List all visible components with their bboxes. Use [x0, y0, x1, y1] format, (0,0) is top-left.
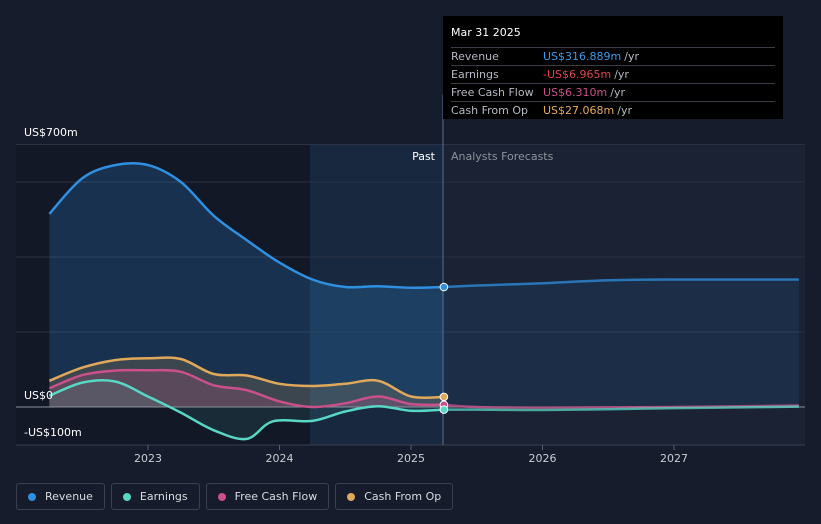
legend-label: Earnings [139, 490, 188, 503]
x-tick-label: 2027 [660, 452, 688, 465]
earnings-marker[interactable] [439, 405, 449, 414]
forecast-region-background [443, 145, 805, 445]
cash-from-op-marker[interactable] [439, 392, 449, 402]
free-cash-flow-line [48, 368, 444, 409]
tooltip-value: US$6.310m [543, 86, 608, 99]
tooltip: Mar 31 2025 Revenue US$316.889m /yr Earn… [443, 16, 783, 119]
x-axis-ticks: 2023 2024 2025 2026 2027 [134, 445, 688, 465]
legend-label: Revenue [45, 490, 93, 503]
revenue-line [48, 161, 444, 290]
cash-from-op-line [48, 356, 444, 400]
x-tick-label: 2023 [134, 452, 162, 465]
y-tick-label-top: US$700m [24, 126, 78, 139]
free-cash-flow-dot-icon [217, 492, 226, 501]
y-tick-label-zero: US$0 [24, 389, 53, 402]
tooltip-unit: /yr [617, 104, 632, 117]
earnings-forecast-line [443, 405, 799, 412]
tooltip-unit: /yr [610, 86, 625, 99]
revenue-marker[interactable] [439, 282, 449, 292]
tooltip-label: Cash From Op [451, 104, 529, 117]
cash-from-op-dot-icon [347, 492, 356, 501]
revenue-area [49, 163, 444, 407]
tooltip-label: Revenue [451, 50, 499, 63]
legend: Revenue Earnings Free Cash Flow Cash Fro… [16, 483, 454, 510]
earnings-area [49, 380, 444, 440]
legend-label: Cash From Op [364, 490, 442, 503]
tooltip-row-earnings: Earnings -US$6.965m /yr [451, 65, 775, 83]
tooltip-value: US$316.889m [543, 50, 622, 63]
past-label: Past [412, 150, 436, 163]
tooltip-value: -US$6.965m [543, 68, 612, 81]
y-tick-label-bottom: -US$100m [24, 426, 82, 439]
legend-item-cash-from-op[interactable]: Cash From Op [335, 483, 454, 510]
revenue-dot-icon [28, 492, 36, 501]
x-tick-label: 2026 [529, 452, 557, 465]
tooltip-label: Free Cash Flow [451, 86, 534, 99]
legend-item-revenue[interactable]: Revenue [16, 483, 105, 510]
tooltip-date: Mar 31 2025 [451, 26, 521, 39]
revenue-forecast-area [443, 279, 799, 407]
series-markers [439, 282, 449, 414]
legend-item-earnings[interactable]: Earnings [110, 483, 200, 510]
revenue-forecast-line [443, 278, 799, 289]
tooltip-label: Earnings [451, 68, 499, 81]
tooltip-row-revenue: Revenue US$316.889m /yr [451, 47, 775, 65]
tooltip-unit: /yr [614, 68, 629, 81]
earnings-dot-icon [122, 492, 131, 501]
forecast-label: Analysts Forecasts [451, 150, 554, 163]
tooltip-value: US$27.068m [543, 104, 615, 117]
x-tick-label: 2025 [397, 452, 425, 465]
x-tick-label: 2024 [266, 452, 294, 465]
tooltip-row-free-cash-flow: Free Cash Flow US$6.310m /yr [451, 83, 775, 101]
series-lines [48, 161, 799, 441]
legend-item-free-cash-flow[interactable]: Free Cash Flow [205, 483, 330, 510]
legend-label: Free Cash Flow [234, 490, 318, 503]
tooltip-row-cash-from-op: Cash From Op US$27.068m /yr [451, 101, 775, 119]
highlight-region-background [310, 145, 443, 445]
tooltip-unit: /yr [624, 50, 639, 63]
earnings-line [48, 378, 444, 441]
